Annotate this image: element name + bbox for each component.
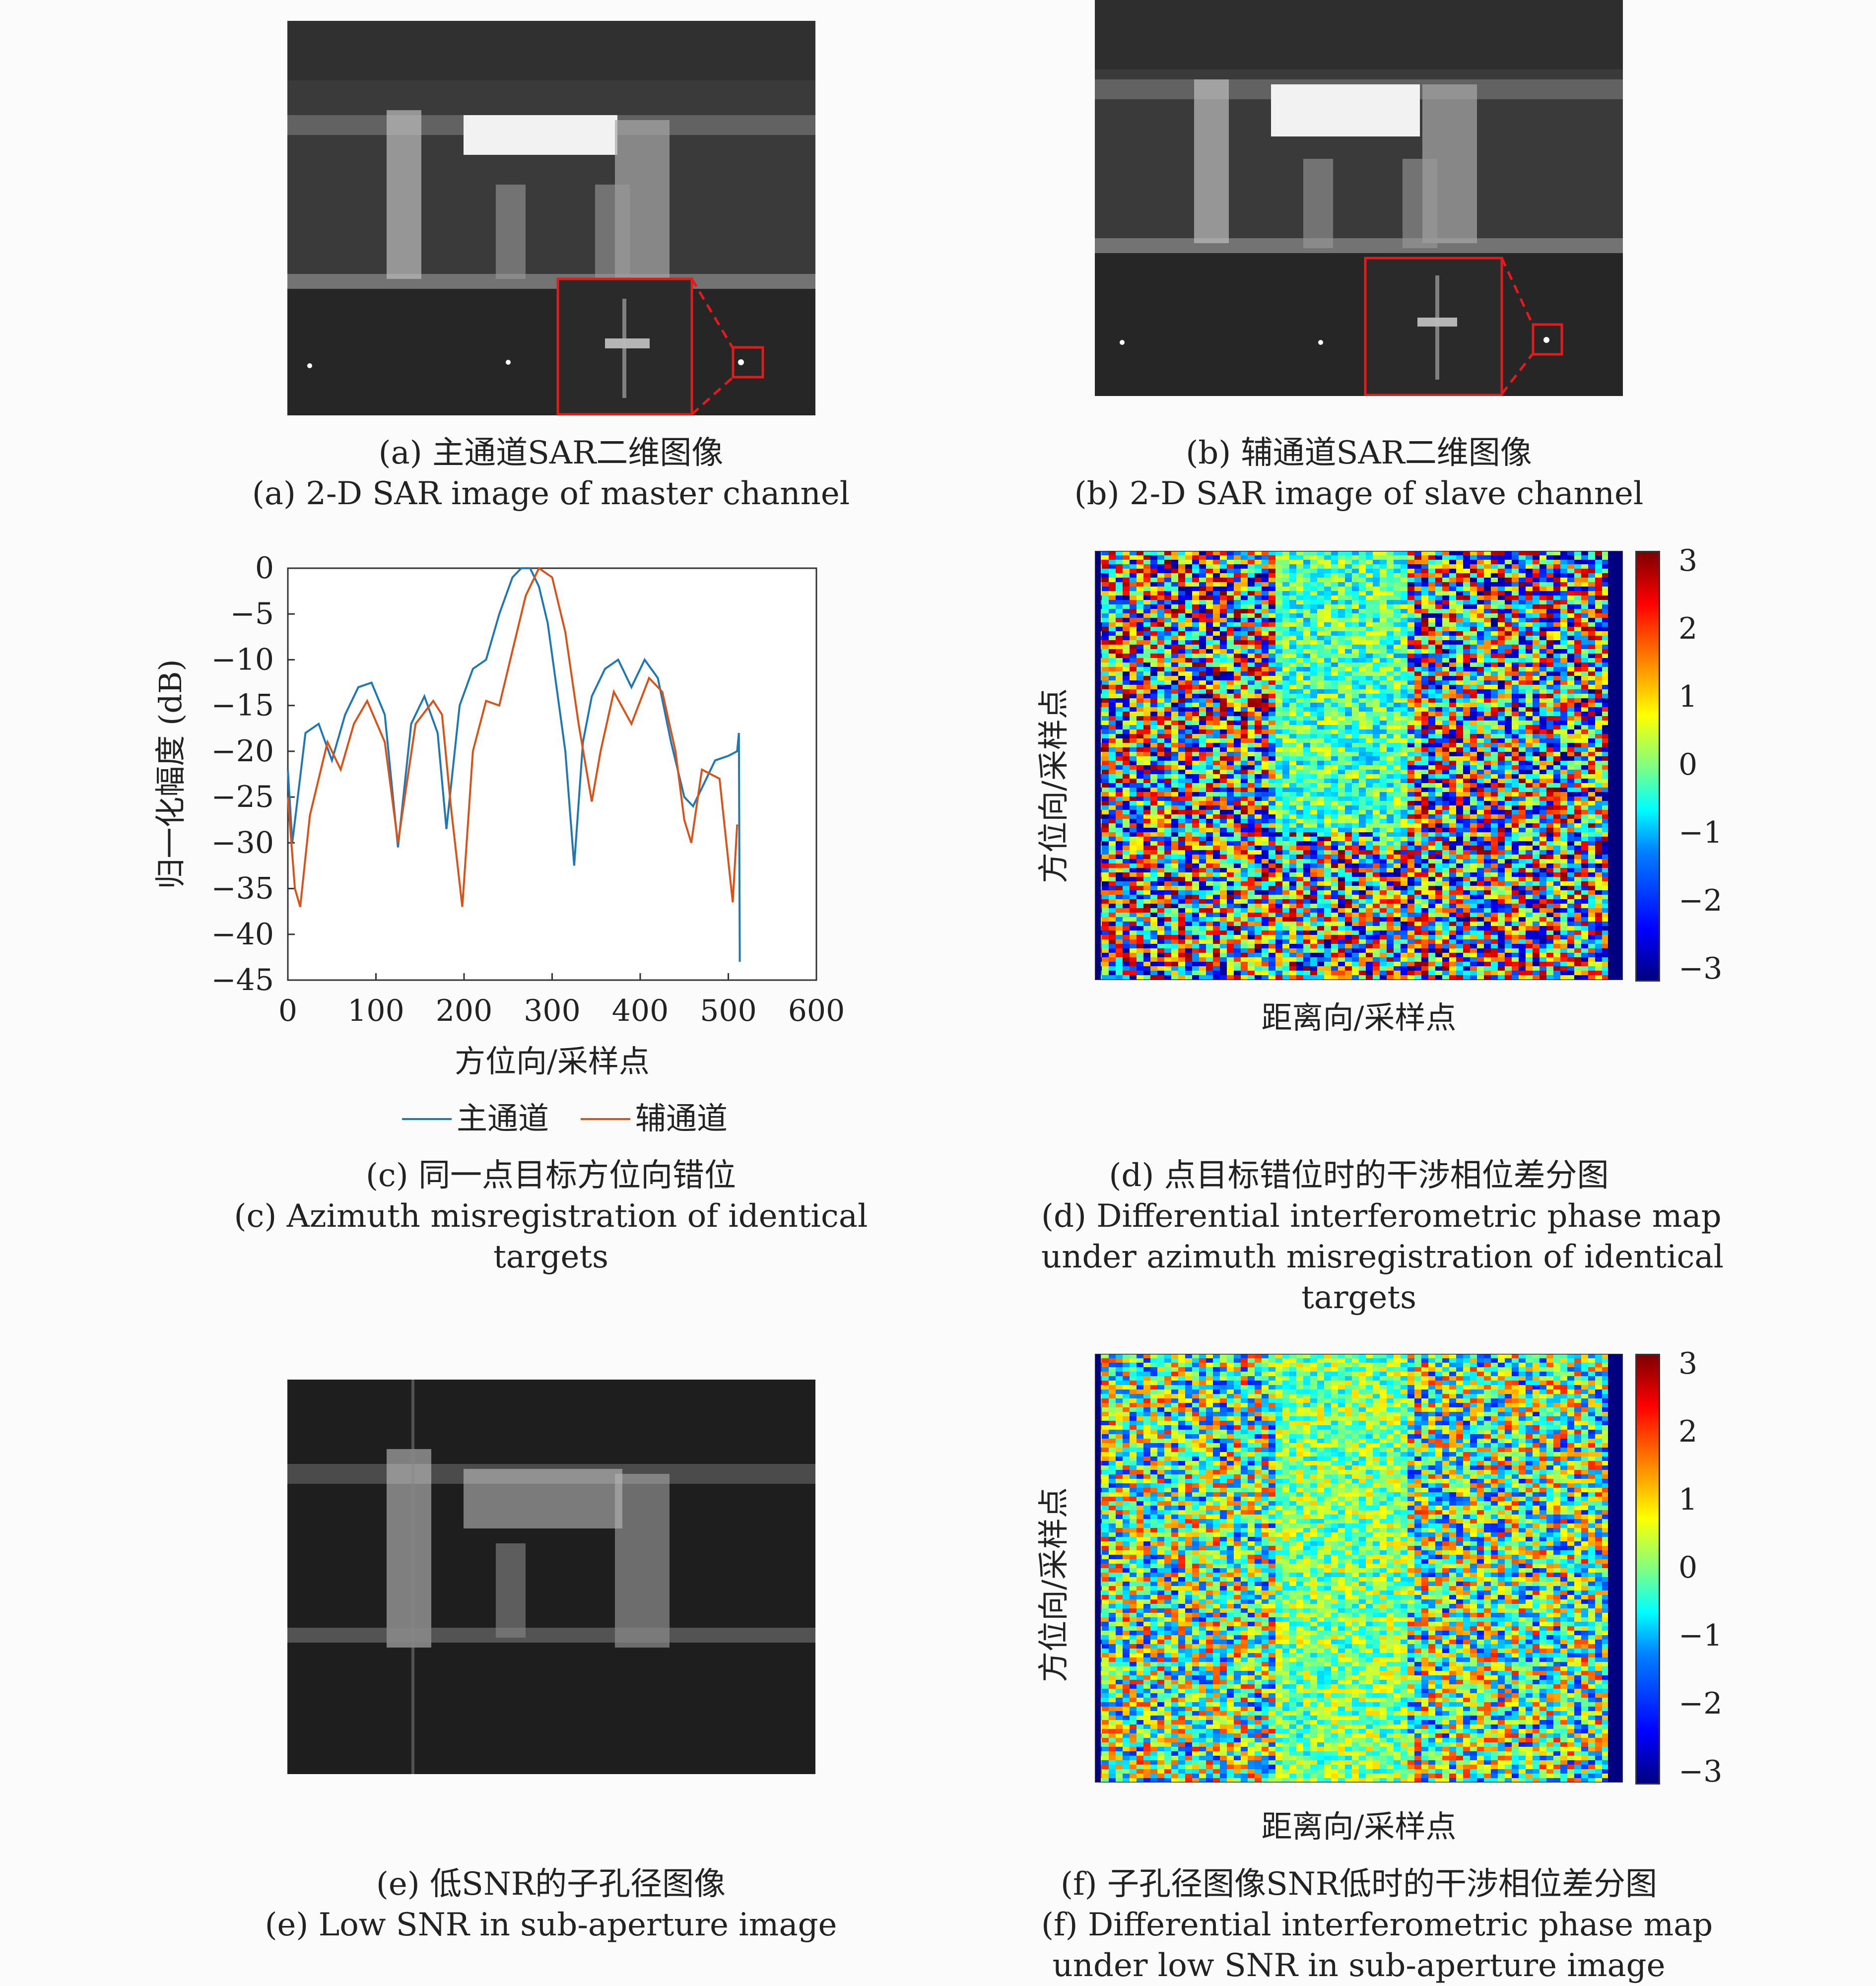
x-tick-label: 600: [788, 993, 845, 1028]
x-tick-label: 400: [612, 993, 669, 1028]
caption-c-cn: (c) 同一点目标方位向错位: [233, 1155, 869, 1196]
x-axis-label: 方位向/采样点: [455, 1043, 650, 1079]
caption-b-en: (b) 2-D SAR image of slave channel: [1041, 473, 1676, 514]
phase-map-low-snr: [1095, 1354, 1623, 1783]
plot-area: [288, 568, 816, 980]
y-tick-label: −5: [230, 596, 274, 631]
colorbar-tick-label: −1: [1678, 818, 1722, 848]
colorbar-tick-label: −1: [1678, 1621, 1722, 1651]
f-xlabel: 距离向/采样点: [1095, 1801, 1623, 1846]
caption-f-en-1: (f) Differential interferometric phase m…: [1041, 1905, 1676, 1945]
colorbar-tick-label: 1: [1678, 1485, 1697, 1515]
y-tick-label: −35: [211, 871, 274, 906]
colorbar-tick-label: 0: [1678, 1553, 1697, 1583]
y-tick-label: −10: [211, 642, 274, 677]
y-tick-label: −25: [211, 780, 274, 814]
low-snr-subaperture-image: [287, 1380, 815, 1774]
colorbar-tick-label: 3: [1678, 546, 1697, 576]
colorbar-tick-label: −2: [1678, 1689, 1722, 1719]
slave-sar-image: [1095, 0, 1623, 396]
colorbar-tick-label: 3: [1678, 1349, 1697, 1379]
d-colorbar: [1635, 551, 1660, 982]
caption-c-en-1: (c) Azimuth misregistration of identical: [233, 1196, 869, 1237]
caption-e-cn: (e) 低SNR的子孔径图像: [233, 1864, 869, 1905]
x-tick-label: 0: [278, 993, 297, 1028]
caption-a-en: (a) 2-D SAR image of master channel: [233, 473, 869, 514]
x-tick-label: 200: [436, 993, 493, 1028]
y-tick-label: −30: [211, 825, 274, 860]
y-tick-label: −20: [211, 734, 274, 769]
x-tick-label: 500: [700, 993, 757, 1028]
colorbar-tick-label: −3: [1678, 1757, 1722, 1787]
f-colorbar: [1635, 1354, 1660, 1785]
caption-d-en-1: (d) Differential interferometric phase m…: [1041, 1196, 1676, 1237]
caption-e-en: (e) Low SNR in sub-aperture image: [233, 1905, 869, 1945]
low-snr-scene: [287, 1380, 815, 1774]
y-axis-label: 归一化幅度 (dB): [152, 659, 189, 889]
master-sar-scene: [287, 21, 815, 415]
d-ylabel: 方位向/采样点: [1028, 688, 1073, 883]
colorbar-tick-label: 2: [1678, 1417, 1697, 1447]
colorbar-tick-label: −3: [1678, 954, 1722, 984]
legend-label: 辅通道: [635, 1100, 728, 1136]
y-tick-label: −40: [211, 917, 274, 952]
colorbar-tick-label: 2: [1678, 614, 1697, 644]
caption-d-cn: (d) 点目标错位时的干涉相位差分图: [1041, 1155, 1676, 1196]
legend-label: 主通道: [457, 1100, 549, 1136]
azimuth-profile-chart: 0 100 200 300 400 500 600 0 −5 −10 −15 −20 −25 −30 −35…: [139, 541, 873, 1136]
y-tick-label: −15: [211, 688, 274, 723]
y-tick-label: −45: [211, 963, 274, 997]
caption-d-en-3: targets: [1041, 1277, 1676, 1318]
colorbar-tick-label: −2: [1678, 886, 1722, 916]
caption-f-cn: (f) 子孔径图像SNR低时的干涉相位差分图: [1041, 1864, 1676, 1905]
caption-f-en-2: under low SNR in sub-aperture image: [1041, 1945, 1676, 1986]
caption-b-cn: (b) 辅通道SAR二维图像: [1041, 433, 1676, 473]
caption-c-en-2: targets: [233, 1237, 869, 1277]
phase-map-misregistration: [1095, 551, 1623, 980]
colorbar-tick-label: 0: [1678, 750, 1697, 780]
colorbar-tick-label: 1: [1678, 682, 1697, 712]
y-tick-label: 0: [255, 551, 274, 586]
f-ylabel: 方位向/采样点: [1028, 1487, 1073, 1682]
master-sar-image: [287, 21, 815, 415]
slave-sar-scene: [1095, 0, 1623, 396]
d-xlabel: 距离向/采样点: [1095, 993, 1623, 1037]
caption-a-cn: (a) 主通道SAR二维图像: [233, 433, 869, 473]
x-tick-label: 100: [347, 993, 404, 1028]
caption-d-en-2: under azimuth misregistration of identic…: [1041, 1237, 1676, 1277]
x-tick-label: 300: [524, 993, 581, 1028]
